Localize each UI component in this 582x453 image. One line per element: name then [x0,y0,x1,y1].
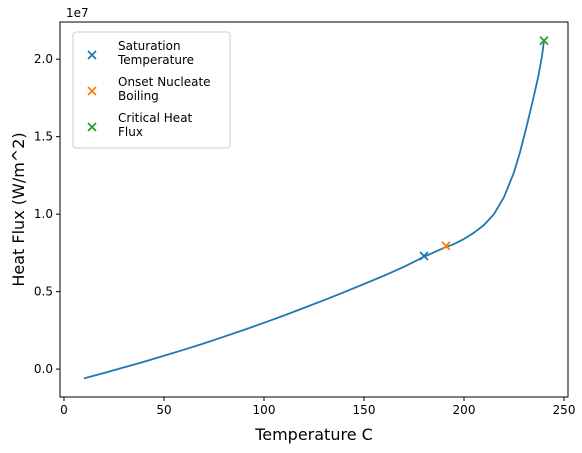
y-tick-label: 1.5 [34,130,53,144]
marker-stroke [87,122,97,132]
legend-label-line: Saturation [118,39,181,53]
legend-marker [87,122,97,132]
legend: Saturation Temperature Onset Nucleate Boili… [72,31,231,149]
x-tick-label: 150 [353,403,376,417]
data-marker [539,35,549,46]
x-tick-label: 250 [553,403,576,417]
x-tick-label: 50 [156,403,171,417]
marker-stroke [419,251,429,261]
y-tick-label: 2.0 [34,52,53,66]
series-line [83,40,545,380]
series-layer [83,40,545,380]
legend-label-line: Boiling [118,89,159,103]
y-axis-label: Heat Flux (W/m^2) [9,132,28,286]
axes-layer: 0 50 100 150 200 250 0.0 0.5 1.0 1.5 2.0 [34,21,576,417]
data-marker [419,251,429,261]
x-tick-label: 200 [453,403,476,417]
legend-box [72,31,231,149]
x-tick-label: 100 [253,403,276,417]
plot-frame [59,21,569,398]
y-tick-label: 0.0 [34,362,53,376]
x-axis-label: Temperature C [254,425,373,444]
legend-label-line: Flux [118,125,143,139]
y-axis-offset-label: 1e7 [66,6,89,20]
y-tick-label: 0.5 [34,285,53,299]
legend-label-line: Critical Heat [118,111,193,125]
marker-stroke [87,86,97,96]
data-marker [441,241,451,251]
legend-label: Saturation Temperature [117,39,194,67]
legend-label: Onset Nucleate Boiling [118,75,211,103]
legend-label: Critical Heat Flux [118,111,193,139]
marker-stroke [539,35,549,46]
marker-stroke [441,241,451,251]
x-tick-label: 0 [60,403,68,417]
legend-label-line: Temperature [117,53,194,67]
y-tick-label: 1.0 [34,207,53,221]
legend-marker [87,50,97,60]
legend-marker [87,86,97,96]
legend-label-line: Onset Nucleate [118,75,211,89]
marker-stroke [87,50,97,60]
marker-layer [419,35,549,261]
